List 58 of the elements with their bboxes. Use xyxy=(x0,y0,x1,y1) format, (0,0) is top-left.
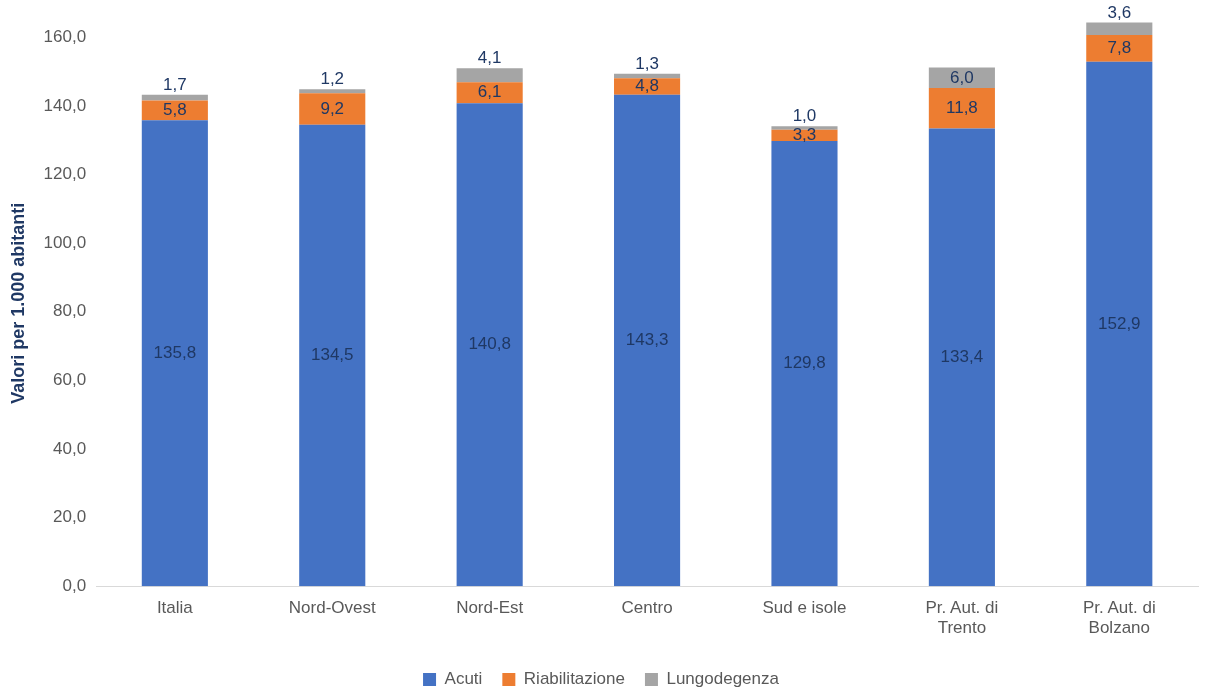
bar xyxy=(141,120,208,587)
data-label: 3,3 xyxy=(792,124,817,144)
bar xyxy=(928,128,995,587)
data-label: 134,5 xyxy=(310,345,354,365)
legend-label: Acuti xyxy=(444,669,483,689)
data-label: 1,2 xyxy=(320,69,345,89)
legend-label: Lungodegenza xyxy=(666,669,780,689)
bar xyxy=(771,140,838,587)
y-tick-label: 120,0 xyxy=(43,164,87,184)
y-tick-label: 100,0 xyxy=(43,232,87,252)
data-label: 1,3 xyxy=(635,53,659,73)
data-label: 152,9 xyxy=(1098,313,1141,333)
x-tick-label: Sud e isole xyxy=(762,598,847,618)
bar xyxy=(456,68,523,83)
bar xyxy=(1086,61,1153,587)
y-tick-label: 40,0 xyxy=(53,438,87,458)
bar xyxy=(299,124,366,587)
bar xyxy=(614,94,681,587)
y-tick-label: 20,0 xyxy=(53,507,87,527)
y-tick-label: 160,0 xyxy=(43,27,87,47)
y-tick-label: 60,0 xyxy=(53,370,87,390)
data-label: 7,8 xyxy=(1107,38,1132,58)
x-tick-label: Nord-Ovest xyxy=(288,598,376,618)
bar xyxy=(771,126,838,130)
y-tick-label: 0,0 xyxy=(62,575,87,595)
bar xyxy=(141,100,208,121)
data-label: 1,7 xyxy=(163,74,187,94)
x-tick-label: Centro xyxy=(621,598,673,618)
bar xyxy=(299,93,366,125)
data-label: 9,2 xyxy=(320,98,345,118)
data-label: 129,8 xyxy=(783,353,826,373)
data-label: 6,1 xyxy=(477,82,502,102)
data-label: 135,8 xyxy=(153,342,197,362)
data-label: 3,6 xyxy=(1107,2,1132,22)
data-label: 6,0 xyxy=(950,67,974,87)
data-label: 11,8 xyxy=(945,98,978,118)
data-label: 143,3 xyxy=(625,330,669,350)
x-tick-label: Nord-Est xyxy=(456,598,524,618)
bar xyxy=(614,78,681,95)
bar xyxy=(1086,34,1153,62)
x-tick-label: Pr. Aut. di Trento xyxy=(925,598,999,638)
data-label: 4,8 xyxy=(635,76,659,96)
bar xyxy=(456,103,523,587)
data-label: 133,4 xyxy=(940,347,984,367)
data-label: 4,1 xyxy=(477,48,502,68)
y-tick-label: 140,0 xyxy=(43,95,87,115)
y-tick-label: 80,0 xyxy=(53,301,87,321)
x-tick-label: Italia xyxy=(156,598,194,618)
bar xyxy=(928,88,995,129)
y-axis-title: Valori per 1.000 abitanti xyxy=(7,202,28,404)
bar xyxy=(299,89,366,94)
data-label: 140,8 xyxy=(468,334,511,354)
data-label: 1,0 xyxy=(792,106,817,126)
bar xyxy=(1086,22,1153,35)
legend-label: Riabilitazione xyxy=(523,669,625,689)
bar xyxy=(456,82,523,104)
data-label: 5,8 xyxy=(163,100,187,120)
x-tick-label: Pr. Aut. di Bolzano xyxy=(1082,598,1156,638)
